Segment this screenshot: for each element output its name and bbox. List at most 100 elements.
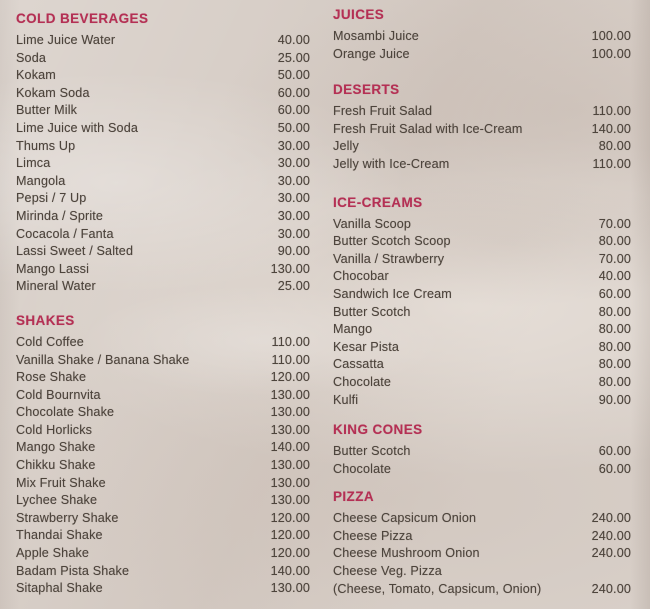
menu-item: Mineral Water 25.00 bbox=[16, 278, 310, 296]
item-name: Pepsi / 7 Up bbox=[16, 191, 87, 206]
item-name: Butter Scotch bbox=[333, 444, 411, 459]
item-price: 80.00 bbox=[598, 357, 631, 372]
menu-section: COLD BEVERAGES Lime Juice Water 40.00 Soda 2… bbox=[16, 10, 310, 296]
item-name: Cold Horlicks bbox=[16, 422, 93, 437]
menu-item: Cold Coffee 110.00 bbox=[16, 334, 310, 352]
menu-item: Vanilla / Strawberry 70.00 bbox=[333, 251, 631, 269]
item-price: 100.00 bbox=[591, 29, 631, 43]
item-name: Chocolate bbox=[333, 374, 392, 389]
item-price: 30.00 bbox=[277, 173, 310, 188]
menu-item: Jelly 80.00 bbox=[333, 138, 631, 156]
menu-column-right: JUICES Mosambi Juice 100.00 Orange Juice 100… bbox=[333, 0, 631, 598]
menu-item: Cold Bournvita 130.00 bbox=[16, 387, 310, 405]
menu-item: Cocacola / Fanta 30.00 bbox=[16, 226, 310, 244]
section-title: SHAKES bbox=[16, 312, 75, 328]
item-name: Mix Fruit Shake bbox=[16, 475, 106, 490]
item-name: Lassi Sweet / Salted bbox=[16, 244, 134, 259]
item-price: 50.00 bbox=[277, 120, 310, 135]
menu-item: Rose Shake 120.00 bbox=[16, 369, 310, 387]
item-name: Rose Shake bbox=[16, 370, 87, 385]
item-name: Vanilla Shake / Banana Shake bbox=[16, 352, 190, 367]
item-price: 80.00 bbox=[598, 304, 631, 319]
menu-item: Mango Shake 140.00 bbox=[16, 439, 310, 457]
menu-item: Chocolate 80.00 bbox=[333, 374, 631, 392]
menu-item: Chikku Shake 130.00 bbox=[16, 457, 310, 475]
menu-item: Lychee Shake 130.00 bbox=[16, 492, 310, 510]
menu-item: Chocobar 40.00 bbox=[333, 268, 631, 286]
section-title: COLD BEVERAGES bbox=[16, 11, 149, 26]
menu-section: ICE-CREAMS Vanilla Scoop 70.00 Butter Scotc… bbox=[333, 194, 631, 410]
menu-section: DESERTS Fresh Fruit Salad 110.00 Fresh Frui… bbox=[333, 81, 631, 173]
item-price: 240.00 bbox=[591, 581, 631, 596]
menu-item: Fresh Fruit Salad with Ice-Cream 140.00 bbox=[333, 121, 631, 139]
item-price: 110.00 bbox=[592, 104, 631, 119]
menu-item: Kulfi 90.00 bbox=[333, 392, 631, 410]
item-name: Chikku Shake bbox=[16, 458, 96, 473]
menu-item: Thums Up 30.00 bbox=[16, 138, 310, 156]
section-title: ICE-CREAMS bbox=[333, 194, 423, 210]
menu-item: Chocolate 60.00 bbox=[333, 461, 631, 479]
item-price: 60.00 bbox=[277, 85, 310, 100]
item-price: 30.00 bbox=[277, 156, 310, 171]
item-name: Strawberry Shake bbox=[16, 510, 119, 525]
item-price: 110.00 bbox=[592, 156, 631, 171]
item-price: 25.00 bbox=[277, 50, 310, 65]
item-name: Mango Shake bbox=[16, 440, 96, 455]
item-name: Jelly with Ice-Cream bbox=[333, 156, 450, 171]
item-price: 130.00 bbox=[270, 405, 310, 420]
item-name: Fresh Fruit Salad bbox=[333, 104, 433, 119]
menu-item: Limca 30.00 bbox=[16, 155, 310, 173]
item-name: Soda bbox=[16, 50, 47, 65]
menu-item: Apple Shake 120.00 bbox=[16, 545, 310, 563]
item-price: 90.00 bbox=[598, 392, 631, 407]
section-title: PIZZA bbox=[333, 489, 374, 505]
menu-item: Lassi Sweet / Salted 90.00 bbox=[16, 243, 310, 261]
menu-item: Chocolate Shake 130.00 bbox=[16, 404, 310, 422]
item-price: 30.00 bbox=[277, 191, 310, 206]
item-name: Chocolate bbox=[333, 461, 392, 476]
item-name: Apple Shake bbox=[16, 546, 90, 561]
item-name: Mango Lassi bbox=[16, 261, 90, 276]
item-name: Thandai Shake bbox=[16, 528, 103, 543]
item-price: 70.00 bbox=[598, 216, 631, 231]
item-price: 90.00 bbox=[277, 244, 310, 259]
item-name: Kokam bbox=[16, 68, 56, 83]
item-price: 140.00 bbox=[270, 563, 310, 578]
menu-section: JUICES Mosambi Juice 100.00 Orange Juice 100… bbox=[333, 6, 631, 63]
item-price: 60.00 bbox=[277, 103, 310, 118]
menu-section: PIZZA Cheese Capsicum Onion 240.00 Cheese P… bbox=[333, 488, 631, 598]
item-price: 130.00 bbox=[270, 387, 310, 402]
item-price: 30.00 bbox=[277, 138, 310, 153]
menu-item: Mangola 30.00 bbox=[16, 173, 310, 191]
menu-item: Butter Milk 60.00 bbox=[16, 102, 310, 120]
item-price: 60.00 bbox=[598, 444, 631, 459]
menu-item: Vanilla Shake / Banana Shake 110.00 bbox=[16, 352, 310, 370]
item-name: Cheese Veg. Pizza bbox=[333, 564, 442, 579]
menu-item: Cassatta 80.00 bbox=[333, 356, 631, 374]
item-name: Mirinda / Sprite bbox=[16, 208, 104, 223]
item-price: 70.00 bbox=[598, 251, 631, 266]
item-price: 130.00 bbox=[270, 261, 310, 276]
menu-item: Lime Juice with Soda 50.00 bbox=[16, 120, 310, 138]
item-price: 40.00 bbox=[598, 269, 631, 284]
item-name: Cold Bournvita bbox=[16, 387, 101, 402]
item-name: Butter Milk bbox=[16, 103, 78, 118]
item-price: 40.00 bbox=[277, 33, 310, 47]
menu-item: Thandai Shake 120.00 bbox=[16, 527, 310, 545]
menu-item: Kesar Pista 80.00 bbox=[333, 339, 631, 357]
menu-item-note-row: (Cheese, Tomato, Capsicum, Onion) 240.00 bbox=[333, 581, 631, 599]
menu-item: Vanilla Scoop 70.00 bbox=[333, 216, 631, 234]
item-price: 240.00 bbox=[591, 511, 631, 526]
item-name: Cheese Pizza bbox=[333, 528, 413, 543]
menu-item: Cheese Capsicum Onion 240.00 bbox=[333, 510, 631, 528]
menu-item: Jelly with Ice-Cream 110.00 bbox=[333, 156, 631, 174]
menu-item: Pepsi / 7 Up 30.00 bbox=[16, 190, 310, 208]
item-price: 60.00 bbox=[598, 461, 631, 476]
menu-item: Mix Fruit Shake 130.00 bbox=[16, 475, 310, 493]
item-name: Butter Scotch bbox=[333, 304, 411, 319]
item-price: 80.00 bbox=[598, 139, 631, 154]
menu-item: Mosambi Juice 100.00 bbox=[333, 28, 631, 46]
menu-section: KING CONES Butter Scotch 60.00 Chocolate 60.… bbox=[333, 421, 631, 478]
item-price: 130.00 bbox=[270, 581, 310, 596]
item-name: Kulfi bbox=[333, 392, 359, 407]
